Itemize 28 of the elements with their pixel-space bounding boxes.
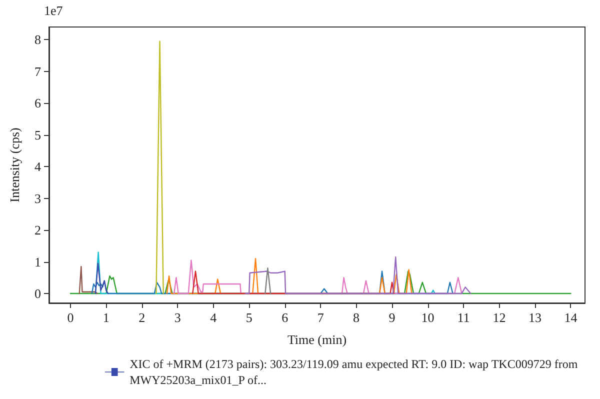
x-tick-label: 14 (564, 310, 578, 325)
x-tick-label: 5 (246, 310, 252, 325)
x-tick-label: 7 (317, 310, 324, 325)
y-tick-label: 2 (34, 222, 41, 238)
y-tick-label: 7 (34, 64, 42, 79)
x-tick-label: 9 (388, 310, 396, 325)
y-tick-label: 6 (34, 96, 42, 111)
y-tick-label: 4 (34, 159, 42, 174)
y-axis-title: Intensity (cps) (7, 128, 22, 202)
x-tick-label: 12 (492, 310, 506, 325)
y-tick-label: 8 (34, 32, 41, 48)
legend-label: XIC of +MRM (2173 pairs): 303.23/119.09 amu expected RT: 9.0 ID: wap TKC009729 from MWY25203a_mix01_P of... (130, 357, 581, 387)
x-axis-title: Time (min) (287, 332, 347, 347)
y-tick-label: 0 (34, 286, 41, 301)
x-tick-label: 1 (102, 310, 110, 325)
y-tick-label: 1 (34, 254, 41, 270)
text: 1e7 (44, 3, 64, 18)
x-tick-label: 3 (174, 310, 181, 325)
x-tick-label: 10 (421, 310, 434, 325)
x-tick-label: 8 (353, 310, 360, 325)
x-tick-label: 2 (138, 310, 146, 325)
x-tick-label: 11 (457, 310, 470, 325)
x-tick-label: 13 (528, 310, 542, 325)
y-tick-label: 3 (34, 190, 41, 206)
x-tick-label: 6 (282, 310, 289, 325)
x-tick-label: 0 (67, 310, 74, 325)
x-tick-label: 4 (210, 310, 218, 325)
y-tick-label: 5 (34, 127, 41, 142)
